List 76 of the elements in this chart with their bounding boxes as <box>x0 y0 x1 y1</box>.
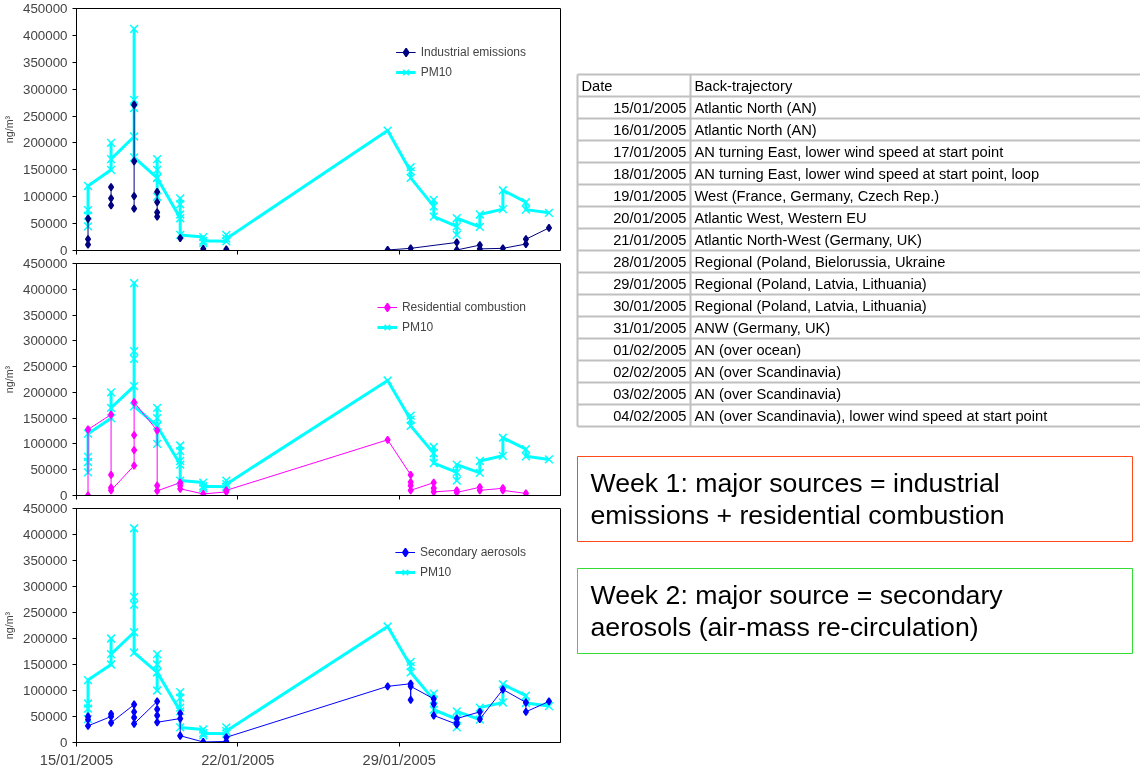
legend-label: PM10 <box>401 320 434 334</box>
x-tick-label: 15/01/2005 <box>39 751 114 768</box>
text: Date <box>581 77 613 94</box>
y-tick-label: 250000 <box>23 108 68 124</box>
text: Atlantic North (AN) <box>694 121 817 138</box>
y-tick-label: 150000 <box>23 657 68 672</box>
text: 20/01/2005 <box>613 209 687 226</box>
y-tick-label: 150000 <box>23 162 68 178</box>
text: Atlantic North-West (Germany, UK) <box>694 231 922 248</box>
y-tick-label: 300000 <box>23 579 68 594</box>
legend-label: Industrial emissions <box>420 45 526 59</box>
text: AN (over Scandinavia) <box>694 385 842 402</box>
text: 28/01/2005 <box>613 253 687 270</box>
text: Week 1: major sources = industrial emissions + residential combustion <box>590 467 1005 530</box>
y-tick-label: 450000 <box>23 501 68 516</box>
text: Back-trajectory <box>694 77 793 94</box>
text: 03/02/2005 <box>613 385 687 402</box>
y-tick-label: 0 <box>60 243 68 258</box>
y-tick-label: 350000 <box>23 54 68 70</box>
y-tick-label: 400000 <box>23 527 68 542</box>
y-tick-label: 300000 <box>23 333 68 349</box>
text: AN (over Scandinavia), lower wind speed at start point <box>694 407 1048 424</box>
y-tick-label: 50000 <box>30 216 68 232</box>
y-tick-label: 250000 <box>23 359 68 375</box>
y-tick-label: 100000 <box>23 436 68 452</box>
y-tick-label: 350000 <box>23 553 68 568</box>
text: 15/01/2005 <box>613 99 687 116</box>
y-tick-label: 50000 <box>30 709 68 724</box>
y-tick-label: 400000 <box>23 27 68 43</box>
text: 17/01/2005 <box>613 143 687 160</box>
y-axis-title: ng/m³ <box>3 365 16 394</box>
y-tick-label: 350000 <box>23 307 68 323</box>
y-tick-label: 450000 <box>23 1 68 16</box>
y-tick-label: 200000 <box>23 631 68 646</box>
y-tick-label: 0 <box>60 735 68 750</box>
y-tick-label: 100000 <box>23 683 68 698</box>
text: Atlantic North (AN) <box>694 99 817 116</box>
y-axis-title: ng/m³ <box>3 611 16 640</box>
text: 30/01/2005 <box>613 297 687 314</box>
y-tick-label: 300000 <box>23 81 68 97</box>
text: Regional (Poland, Latvia, Lithuania) <box>694 275 927 292</box>
legend-label: PM10 <box>419 565 452 579</box>
legend-label: PM10 <box>420 65 452 79</box>
text: Regional (Poland, Latvia, Lithuania) <box>694 297 927 314</box>
y-tick-label: 0 <box>60 488 68 503</box>
y-tick-label: 450000 <box>23 256 68 271</box>
text: ANW (Germany, UK) <box>694 319 831 336</box>
y-tick-label: 200000 <box>23 135 68 151</box>
text: 02/02/2005 <box>613 363 687 380</box>
text: 31/01/2005 <box>613 319 687 336</box>
text: Regional (Poland, Bielorussia, Ukraine <box>694 253 946 270</box>
text: Atlantic West, Western EU <box>694 209 867 226</box>
text: 19/01/2005 <box>613 187 687 204</box>
text: 21/01/2005 <box>613 231 687 248</box>
y-tick-label: 50000 <box>30 462 68 478</box>
y-tick-label: 400000 <box>23 281 68 297</box>
text: 18/01/2005 <box>613 165 687 182</box>
text: AN turning East, lower wind speed at start point, loop <box>694 165 1040 182</box>
legend-label: Secondary aerosols <box>419 545 526 559</box>
y-tick-label: 100000 <box>23 189 68 205</box>
text: West (France, Germany, Czech Rep.) <box>694 187 940 204</box>
text: AN (over Scandinavia) <box>694 363 842 380</box>
text: 16/01/2005 <box>613 121 687 138</box>
y-tick-label: 150000 <box>23 410 68 426</box>
text: AN turning East, lower wind speed at start point <box>694 143 1004 160</box>
y-tick-label: 200000 <box>23 384 68 400</box>
text: Week 2: major source = secondary aerosols (air-mass re-circulation) <box>590 579 1004 642</box>
y-axis-title: ng/m³ <box>3 115 16 144</box>
x-tick-label: 22/01/2005 <box>201 751 275 768</box>
text: 01/02/2005 <box>613 341 687 358</box>
y-tick-label: 250000 <box>23 605 68 620</box>
legend-label: Residential combustion <box>401 300 526 314</box>
text: 04/02/2005 <box>613 407 687 424</box>
text: 29/01/2005 <box>613 275 687 292</box>
x-tick-label: 29/01/2005 <box>362 751 436 768</box>
text: AN (over ocean) <box>694 341 802 358</box>
